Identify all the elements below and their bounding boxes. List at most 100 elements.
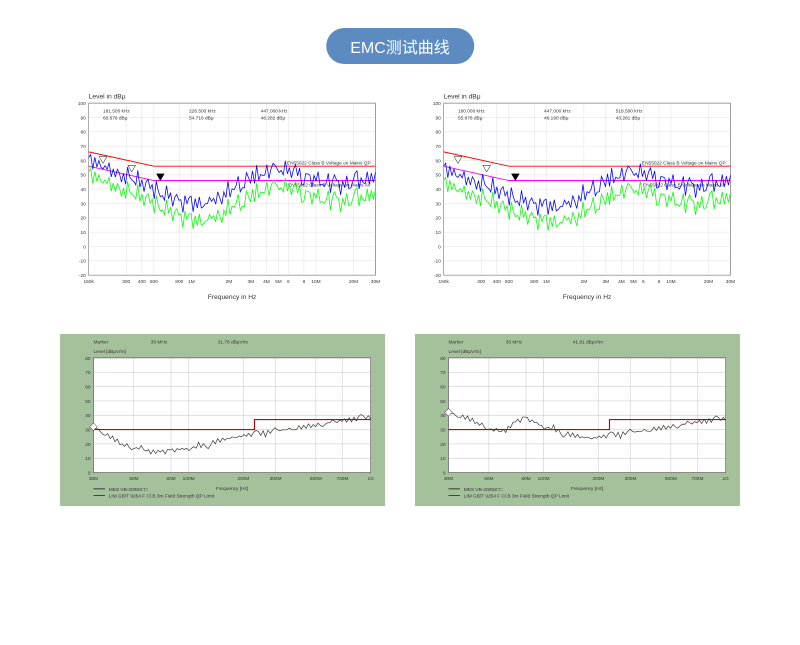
svg-text:8: 8 <box>658 279 661 285</box>
svg-text:700M: 700M <box>336 476 348 482</box>
svg-text:226.500 kHz: 226.500 kHz <box>189 109 216 115</box>
svg-text:20M: 20M <box>349 279 358 285</box>
svg-text:60: 60 <box>85 384 91 390</box>
svg-text:100: 100 <box>433 101 441 107</box>
svg-text:400: 400 <box>138 279 146 285</box>
svg-text:447.000 kHz: 447.000 kHz <box>261 109 288 115</box>
svg-text:1M: 1M <box>188 279 195 285</box>
svg-text:518.500 kHz: 518.500 kHz <box>616 109 643 115</box>
svg-text:31.76 dBμV/m: 31.76 dBμV/m <box>218 339 248 345</box>
svg-text:30: 30 <box>85 427 91 433</box>
svg-text:46.190 dBμ: 46.190 dBμ <box>544 115 569 121</box>
svg-text:3M: 3M <box>248 279 255 285</box>
svg-text:2M: 2M <box>581 279 588 285</box>
top-chart-left: Level in dBμ-20-100102030405060708090100… <box>60 84 385 304</box>
svg-text:50: 50 <box>440 399 446 405</box>
svg-text:54.716 dBμ: 54.716 dBμ <box>189 115 214 121</box>
svg-text:6: 6 <box>287 279 290 285</box>
svg-text:181.500 kHz: 181.500 kHz <box>103 109 130 115</box>
svg-text:300: 300 <box>122 279 130 285</box>
svg-text:10M: 10M <box>311 279 320 285</box>
svg-text:0: 0 <box>438 244 441 250</box>
charts-grid: Level in dBμ-20-100102030405060708090100… <box>0 84 800 506</box>
svg-text:-20: -20 <box>434 273 441 279</box>
svg-text:30: 30 <box>81 201 87 207</box>
svg-text:500M: 500M <box>310 476 322 482</box>
svg-text:70: 70 <box>85 370 91 376</box>
svg-text:500: 500 <box>505 279 513 285</box>
svg-text:Level [dBμV/m]: Level [dBμV/m] <box>448 349 480 355</box>
svg-text:300M: 300M <box>270 476 282 482</box>
svg-text:48.282 dBμ: 48.282 dBμ <box>261 115 286 121</box>
svg-text:30M: 30M <box>444 476 453 482</box>
svg-text:30M: 30M <box>89 476 98 482</box>
svg-text:40: 40 <box>436 187 442 193</box>
svg-text:150k: 150k <box>439 279 450 285</box>
svg-text:1M: 1M <box>543 279 550 285</box>
svg-text:Level [dBμV/m]: Level [dBμV/m] <box>93 349 125 355</box>
svg-text:80M: 80M <box>521 476 530 482</box>
page-title-badge: EMC测试曲线 <box>326 28 474 64</box>
svg-text:3M: 3M <box>603 279 610 285</box>
svg-text:80: 80 <box>436 130 442 136</box>
svg-text:50M: 50M <box>129 476 138 482</box>
svg-text:60.676 dBμ: 60.676 dBμ <box>103 115 128 121</box>
svg-text:Level in dBμ: Level in dBμ <box>89 93 126 100</box>
svg-text:5M: 5M <box>630 279 637 285</box>
svg-text:0: 0 <box>83 244 86 250</box>
svg-text:30M: 30M <box>726 279 735 285</box>
svg-text:8: 8 <box>303 279 306 285</box>
svg-text:20: 20 <box>81 216 87 222</box>
svg-text:1G: 1G <box>722 476 729 482</box>
svg-text:40: 40 <box>85 413 91 419</box>
svg-text:30: 30 <box>436 201 442 207</box>
svg-text:90: 90 <box>81 115 87 121</box>
svg-text:60: 60 <box>81 158 87 164</box>
svg-text:200M: 200M <box>237 476 249 482</box>
svg-text:80: 80 <box>85 356 91 362</box>
top-chart-right: Level in dBμ-20-100102030405060708090100… <box>415 84 740 304</box>
svg-text:80: 80 <box>440 356 446 362</box>
svg-text:5M: 5M <box>275 279 282 285</box>
svg-text:50: 50 <box>85 399 91 405</box>
svg-text:Frequency [Hz]: Frequency [Hz] <box>216 486 248 492</box>
svg-text:10: 10 <box>440 456 446 462</box>
svg-text:EN55022 Class B Voltage on Mai: EN55022 Class B Voltage on Mains QP <box>642 160 726 166</box>
svg-text:-10: -10 <box>79 259 86 265</box>
svg-text:70: 70 <box>436 144 442 150</box>
svg-text:43.281 dBμ: 43.281 dBμ <box>616 115 641 121</box>
svg-text:80M: 80M <box>166 476 175 482</box>
svg-text:800: 800 <box>175 279 183 285</box>
svg-text:4M: 4M <box>618 279 625 285</box>
svg-text:700M: 700M <box>691 476 703 482</box>
svg-text:100: 100 <box>78 101 86 107</box>
svg-text:20: 20 <box>436 216 442 222</box>
svg-text:10M: 10M <box>666 279 675 285</box>
svg-text:2M: 2M <box>226 279 233 285</box>
svg-text:300: 300 <box>477 279 485 285</box>
svg-text:20: 20 <box>440 442 446 448</box>
svg-text:50: 50 <box>436 173 442 179</box>
svg-text:100M: 100M <box>183 476 195 482</box>
svg-text:30: 30 <box>440 427 446 433</box>
svg-text:30M: 30M <box>371 279 380 285</box>
svg-text:Frequency [Hz]: Frequency [Hz] <box>571 486 603 492</box>
svg-text:70: 70 <box>440 370 446 376</box>
svg-text:500: 500 <box>150 279 158 285</box>
svg-text:50M: 50M <box>484 476 493 482</box>
svg-text:LIM GB/T 9254 F Cl.B 3m Fi: LIM GB/T 9254 F Cl.B 3m Field Strength Q… <box>464 493 570 499</box>
svg-text:55.876 dBμ: 55.876 dBμ <box>458 115 483 121</box>
bottom-chart-right: Marker30 MHz41.81 dBμV/mLevel [dBμV/m]01… <box>415 334 740 506</box>
svg-text:10: 10 <box>436 230 442 236</box>
svg-text:60: 60 <box>440 384 446 390</box>
svg-text:400: 400 <box>493 279 501 285</box>
svg-text:90: 90 <box>436 115 442 121</box>
svg-text:EN55022 Class B Voltage on Mai: EN55022 Class B Voltage on Mains QP <box>287 160 371 166</box>
svg-text:Marker: Marker <box>448 339 463 345</box>
svg-text:41.81 dBμV/m: 41.81 dBμV/m <box>573 339 603 345</box>
svg-text:30 MHz: 30 MHz <box>151 339 168 345</box>
svg-text:0: 0 <box>88 470 91 476</box>
svg-text:70: 70 <box>81 144 87 150</box>
svg-text:6: 6 <box>642 279 645 285</box>
svg-text:-20: -20 <box>79 273 86 279</box>
